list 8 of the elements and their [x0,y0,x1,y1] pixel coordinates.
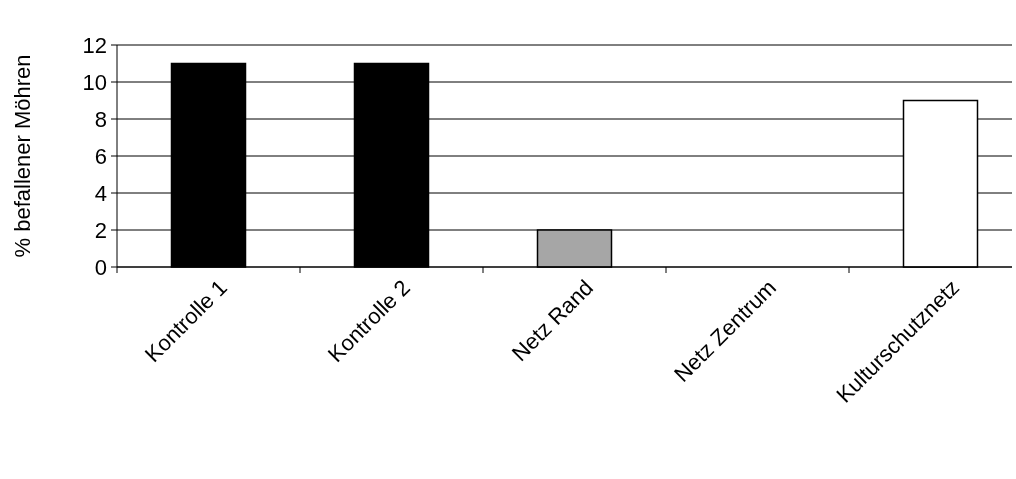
y-tick-label: 0 [94,254,107,280]
y-tick-label: 10 [82,69,107,95]
y-tick-label: 6 [94,143,107,169]
y-tick-label: 4 [94,180,107,206]
y-tick-label: 8 [94,106,107,132]
y-tick-label: 12 [82,32,107,58]
y-tick-label: 2 [94,217,107,243]
y-axis-title: % befallener Möhren [10,54,35,258]
